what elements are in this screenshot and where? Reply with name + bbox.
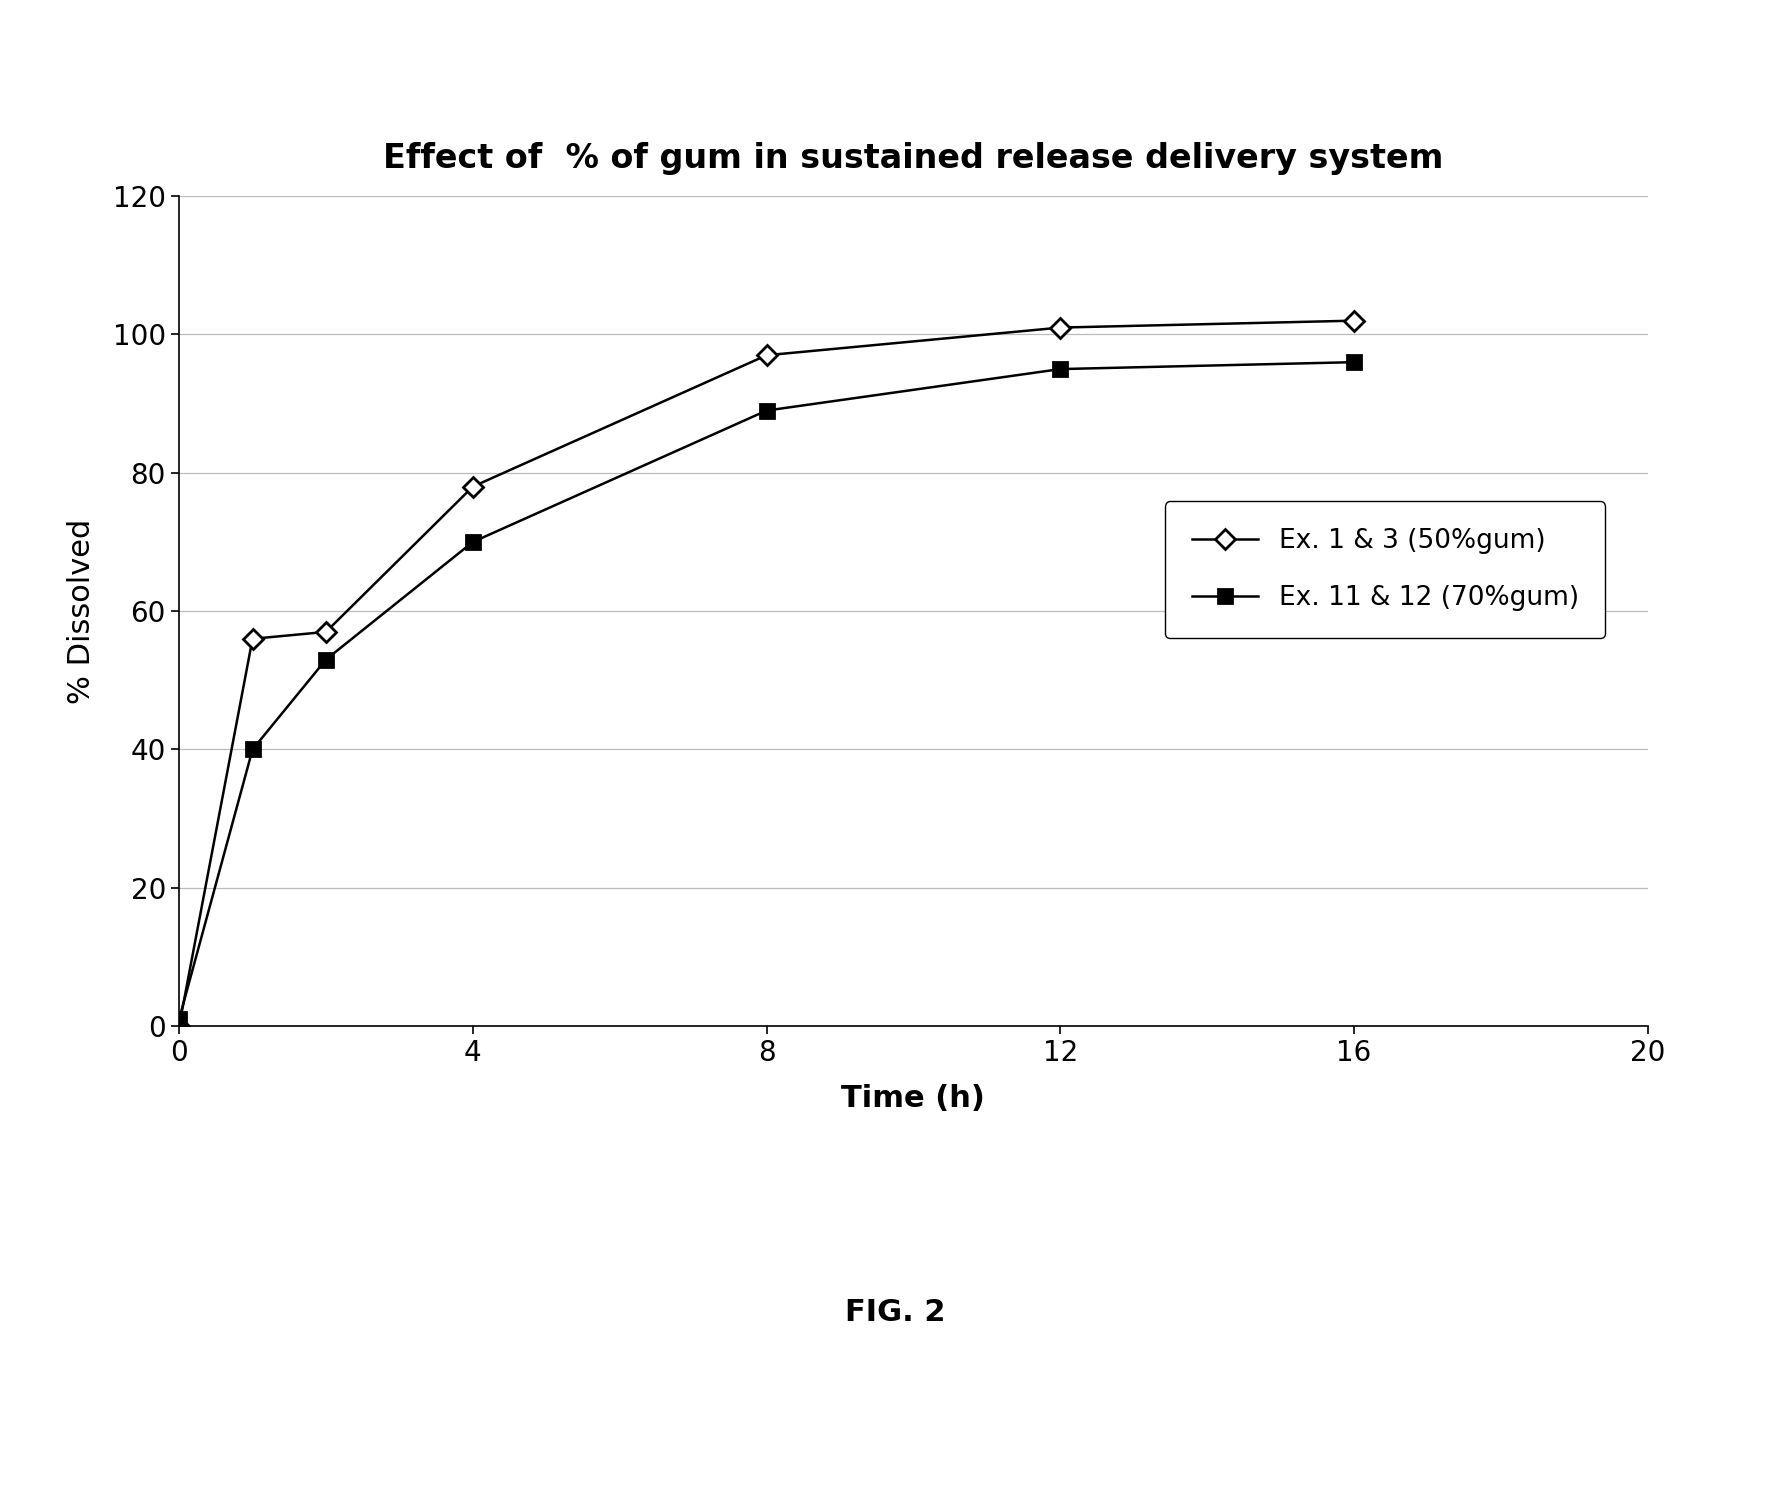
Ex. 11 & 12 (70%gum) xyxy=(1050,361,1071,379)
Ex. 11 & 12 (70%gum) xyxy=(315,650,337,668)
Y-axis label: % Dissolved: % Dissolved xyxy=(66,519,97,703)
Ex. 11 & 12 (70%gum) xyxy=(1343,353,1365,371)
Ex. 1 & 3 (50%gum) xyxy=(168,1017,190,1035)
Ex. 1 & 3 (50%gum) xyxy=(315,623,337,641)
Text: FIG. 2: FIG. 2 xyxy=(845,1298,946,1328)
X-axis label: Time (h): Time (h) xyxy=(842,1083,985,1114)
Title: Effect of  % of gum in sustained release delivery system: Effect of % of gum in sustained release … xyxy=(383,142,1444,175)
Line: Ex. 1 & 3 (50%gum): Ex. 1 & 3 (50%gum) xyxy=(172,314,1361,1034)
Line: Ex. 11 & 12 (70%gum): Ex. 11 & 12 (70%gum) xyxy=(172,355,1361,1026)
Ex. 11 & 12 (70%gum) xyxy=(168,1010,190,1028)
Ex. 1 & 3 (50%gum) xyxy=(242,629,263,647)
Ex. 1 & 3 (50%gum) xyxy=(462,477,484,495)
Ex. 1 & 3 (50%gum) xyxy=(1343,311,1365,329)
Ex. 11 & 12 (70%gum) xyxy=(242,741,263,759)
Ex. 1 & 3 (50%gum) xyxy=(1050,318,1071,337)
Legend: Ex. 1 & 3 (50%gum), Ex. 11 & 12 (70%gum): Ex. 1 & 3 (50%gum), Ex. 11 & 12 (70%gum) xyxy=(1166,501,1605,638)
Ex. 11 & 12 (70%gum) xyxy=(462,533,484,551)
Ex. 1 & 3 (50%gum) xyxy=(756,346,777,364)
Ex. 11 & 12 (70%gum) xyxy=(756,401,777,420)
